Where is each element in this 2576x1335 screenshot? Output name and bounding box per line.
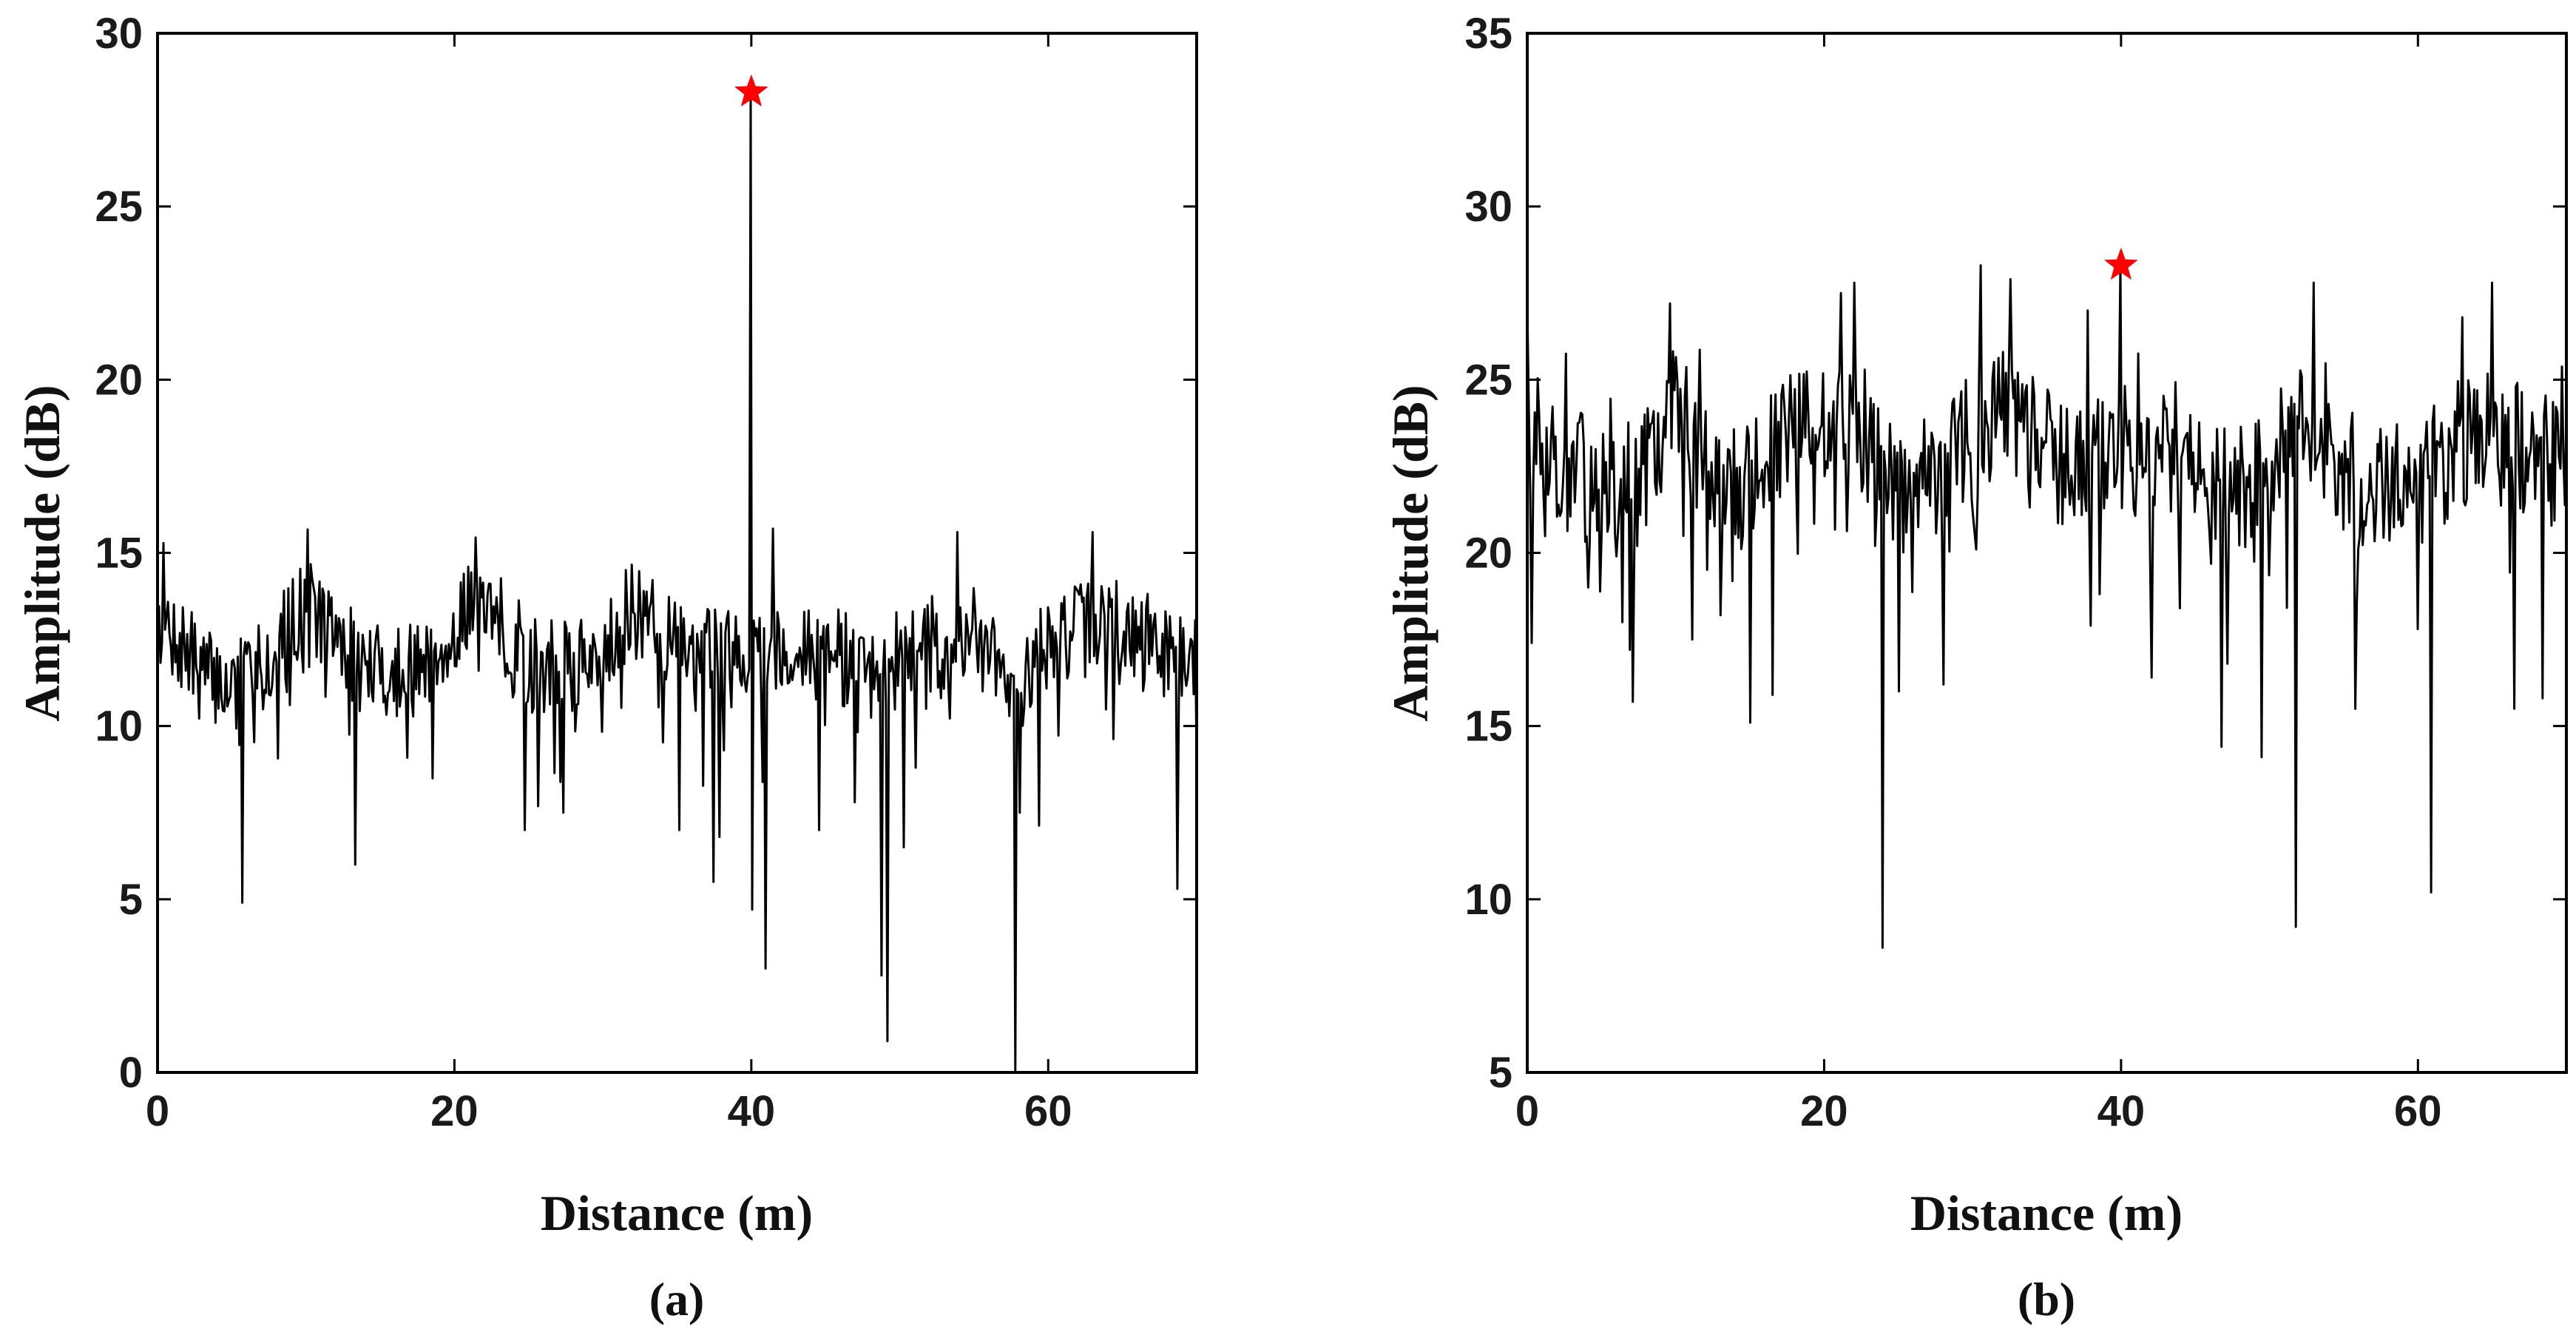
y-tick-label: 35 bbox=[1464, 10, 1512, 58]
x-tick-label: 20 bbox=[430, 1087, 479, 1135]
series-line bbox=[156, 94, 1198, 1074]
x-tick-label: 40 bbox=[2097, 1087, 2146, 1135]
y-tick-label: 20 bbox=[95, 356, 143, 404]
y-tick-label: 15 bbox=[1464, 703, 1512, 751]
y-axis-title: Amplitude (dB) bbox=[1382, 385, 1439, 721]
y-tick-label: 30 bbox=[95, 10, 143, 58]
y-tick-label: 15 bbox=[95, 530, 143, 578]
x-tick-label: 60 bbox=[1024, 1087, 1072, 1135]
y-tick-label: 25 bbox=[1464, 356, 1512, 404]
x-tick-label: 60 bbox=[2394, 1087, 2442, 1135]
y-tick-label: 10 bbox=[95, 703, 143, 751]
y-axis: 5 10 15 20 25 30 35 bbox=[1464, 10, 2566, 1097]
y-tick-label: 5 bbox=[119, 876, 143, 924]
x-tick-label: 0 bbox=[146, 1087, 169, 1135]
y-axis: 0 5 10 15 20 25 30 bbox=[95, 10, 1197, 1097]
x-axis: 0 20 40 60 bbox=[1515, 33, 2442, 1135]
y-tick-label: 5 bbox=[1489, 1049, 1512, 1097]
x-tick-label: 0 bbox=[1515, 1087, 1539, 1135]
y-tick-label: 20 bbox=[1464, 530, 1512, 578]
x-tick-label: 40 bbox=[728, 1087, 776, 1135]
peak-marker-star bbox=[2104, 247, 2138, 280]
chart-panel-a: 0 5 10 15 20 25 30 0 20 40 60 Distance (m) Amplit… bbox=[14, 10, 1198, 1325]
panel-label-a: (a) bbox=[649, 1273, 705, 1325]
x-axis: 0 20 40 60 bbox=[146, 33, 1072, 1135]
chart-panel-b: 5 10 15 20 25 30 35 0 20 40 60 Distance (m) Ampli… bbox=[1382, 10, 2568, 1325]
y-tick-label: 0 bbox=[119, 1049, 143, 1097]
panel-label-b: (b) bbox=[2018, 1273, 2075, 1325]
series-line bbox=[1526, 264, 2568, 949]
x-axis-title: Distance (m) bbox=[541, 1185, 813, 1241]
y-axis-title: Amplitude (dB) bbox=[14, 385, 70, 721]
y-tick-label: 10 bbox=[1464, 876, 1512, 924]
y-tick-label: 25 bbox=[95, 183, 143, 231]
x-tick-label: 20 bbox=[1800, 1087, 1848, 1135]
x-axis-title: Distance (m) bbox=[1910, 1185, 2183, 1241]
y-tick-label: 30 bbox=[1464, 183, 1512, 231]
peak-marker-star bbox=[734, 74, 768, 107]
